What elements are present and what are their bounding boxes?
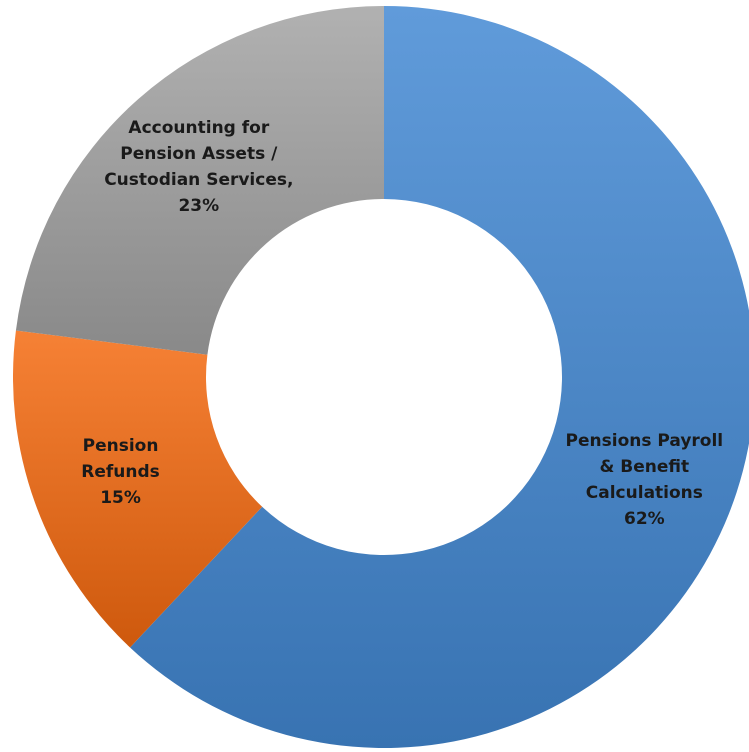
slice-label-0-line-3: 62% bbox=[624, 509, 665, 529]
donut-slice-0 bbox=[130, 6, 749, 748]
slice-label-1: Pension Refunds 15% bbox=[81, 436, 160, 508]
slice-label-0-line-1: & Benefit bbox=[600, 457, 690, 477]
slice-label-2-line-1: Pension Assets / bbox=[120, 144, 278, 164]
slice-label-1-line-0: Pension bbox=[83, 436, 159, 456]
slice-label-2-line-3: 23% bbox=[178, 196, 219, 216]
slice-label-0: Pensions Payroll & Benefit Calculations 62% bbox=[566, 431, 724, 529]
slice-label-1-line-1: Refunds bbox=[81, 462, 160, 482]
slice-label-1-line-2: 15% bbox=[100, 488, 141, 508]
donut-slice-2 bbox=[15, 6, 384, 355]
donut-slice-1 bbox=[12, 330, 263, 648]
slice-label-2-line-2: Custodian Services, bbox=[104, 170, 293, 190]
slices-layer bbox=[12, 6, 749, 748]
slice-label-2-line-0: Accounting for bbox=[128, 118, 269, 138]
slice-label-2: Accounting for Pension Assets / Custodian … bbox=[104, 118, 293, 216]
slice-label-0-line-0: Pensions Payroll bbox=[566, 431, 724, 451]
labels-layer: Pensions Payroll & Benefit Calculations 62%… bbox=[81, 118, 723, 529]
slice-label-0-line-2: Calculations bbox=[586, 483, 703, 503]
